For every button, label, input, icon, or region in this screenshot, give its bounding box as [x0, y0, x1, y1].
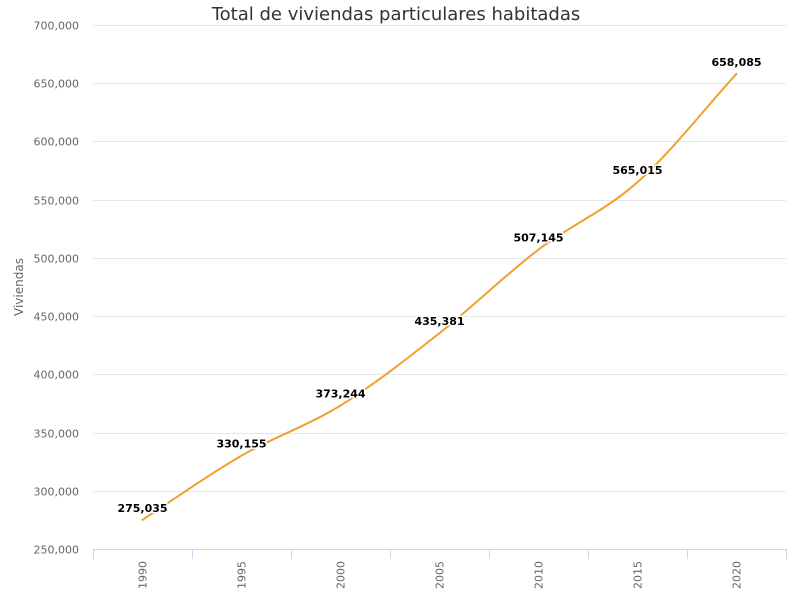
data-label: 435,381: [414, 315, 464, 328]
gridlines: [93, 25, 786, 492]
y-tick-label: 300,000: [34, 486, 80, 499]
y-tick-label: 700,000: [34, 20, 80, 33]
y-tick-label: 400,000: [34, 369, 80, 382]
x-tick-label: 1990: [137, 561, 150, 589]
y-tick-label: 450,000: [34, 311, 80, 324]
y-axis-ticks: 250,000 300,000 350,000 400,000 450,000 500,0…: [34, 20, 80, 557]
y-tick-label: 250,000: [34, 544, 80, 557]
x-tick-label: 2015: [632, 561, 645, 589]
series-line: [141, 72, 738, 521]
data-label: 658,085: [711, 56, 761, 69]
data-label: 275,035: [117, 502, 167, 515]
series-group: [141, 72, 738, 521]
x-axis: [93, 549, 787, 559]
data-labels: 275,035 330,155 373,244 435,381 507,145 565,0…: [116, 54, 763, 516]
x-tick-label: 2020: [731, 561, 744, 589]
data-label: 373,244: [315, 387, 365, 400]
x-tick-label: 2000: [335, 561, 348, 589]
data-label: 330,155: [216, 438, 266, 451]
y-tick-label: 650,000: [34, 78, 80, 91]
y-tick-label: 350,000: [34, 428, 80, 441]
x-tick-label: 2005: [434, 561, 447, 589]
data-label: 565,015: [612, 164, 662, 177]
y-tick-label: 600,000: [34, 136, 80, 149]
y-tick-label: 550,000: [34, 195, 80, 208]
x-tick-label: 1995: [236, 561, 249, 589]
x-tick-label: 2010: [533, 561, 546, 589]
y-tick-label: 500,000: [34, 253, 80, 266]
data-label: 507,145: [513, 232, 563, 245]
x-axis-ticks: 1990 1995 2000 2005 2010 2015 2020: [137, 561, 744, 589]
chart-title: Total de viviendas particulares habitada…: [211, 4, 581, 25]
y-axis-label: Viviendas: [12, 258, 26, 316]
